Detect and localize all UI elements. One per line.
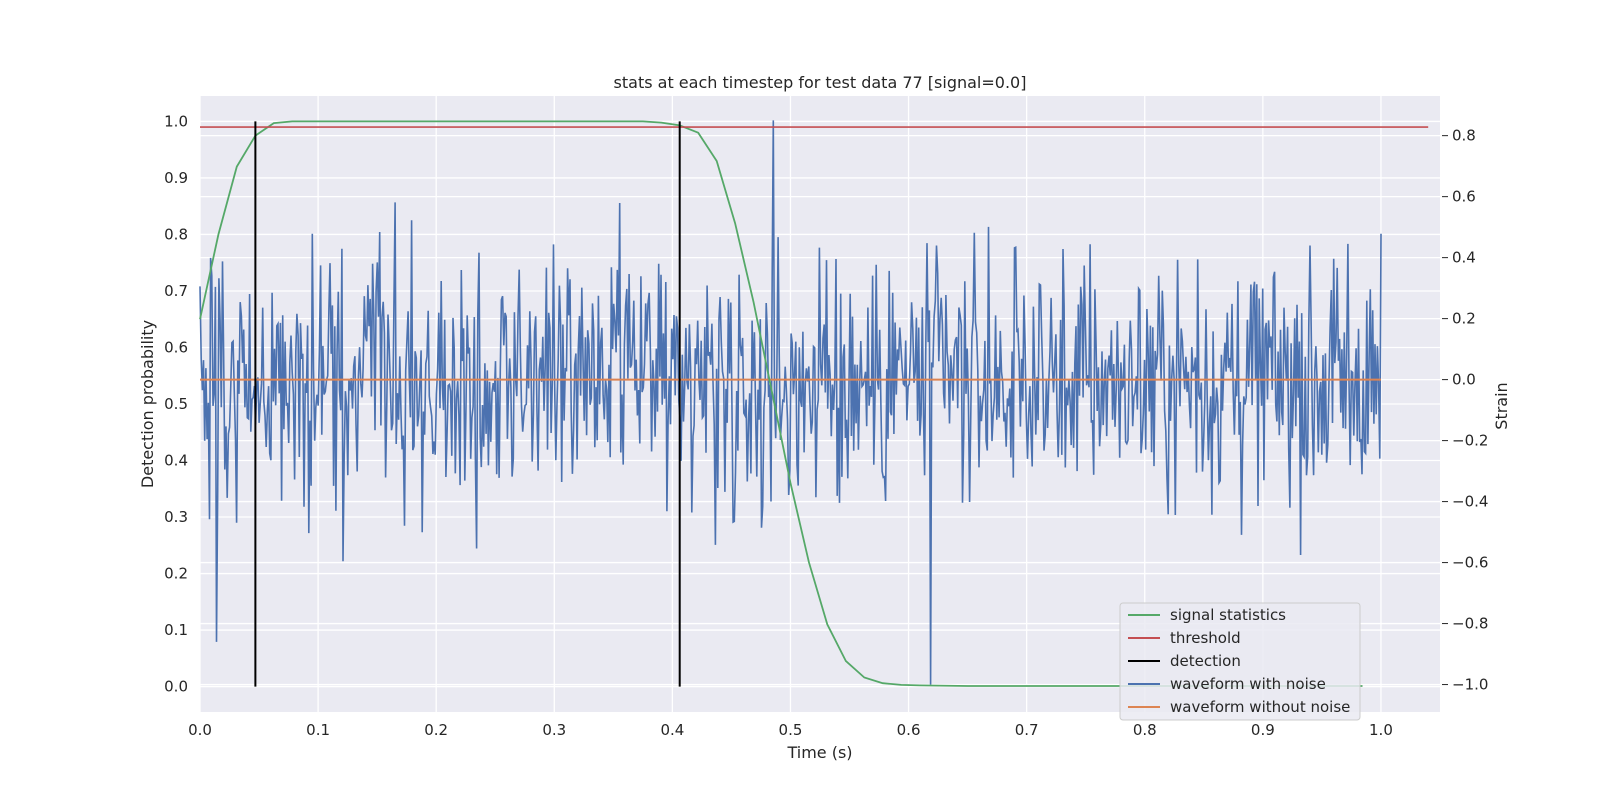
legend: signal statistics threshold detection wa… — [1119, 602, 1361, 721]
legend-label-signal-statistics: signal statistics — [1170, 606, 1286, 624]
y-left-tick-label: 0.7 — [164, 282, 188, 300]
y-left-tick-label: 0.3 — [164, 508, 188, 526]
y-right-tick-label: 0.0 — [1452, 371, 1476, 389]
y-left-tick-label: 0.4 — [164, 452, 188, 470]
x-axis-label: Time (s) — [786, 743, 852, 762]
x-tick-label: 0.6 — [897, 721, 921, 739]
y-left-tick-label: 0.5 — [164, 395, 188, 413]
x-tick-label: 0.5 — [779, 721, 803, 739]
y-axis-left-label: Detection probability — [138, 320, 157, 488]
y-right-tick-label: −0.2 — [1452, 432, 1488, 450]
x-tick-label: 0.4 — [660, 721, 684, 739]
chart-title: stats at each timestep for test data 77 … — [614, 73, 1027, 92]
x-tick-label: 0.3 — [542, 721, 566, 739]
legend-label-waveform-with-noise: waveform with noise — [1170, 675, 1326, 693]
tick-labels: 0.0 0.1 0.2 0.3 0.4 0.5 0.6 0.7 0.8 0.9 1.0 0.0 0.1 0… — [164, 112, 1488, 739]
y-left-tick-label: 0.8 — [164, 225, 188, 243]
y-right-tick-label: −0.6 — [1452, 554, 1488, 572]
legend-label-waveform-without-noise: waveform without noise — [1170, 698, 1350, 716]
chart-marks — [199, 120, 1429, 687]
y-right-tick-label: 0.4 — [1452, 249, 1476, 267]
y-left-tick-label: 1.0 — [164, 112, 188, 130]
y-right-tick-label: 0.8 — [1452, 127, 1476, 145]
y-right-tick-label: −1.0 — [1452, 676, 1488, 694]
signal-statistics-line — [199, 120, 1363, 687]
legend-box — [1119, 602, 1361, 721]
waveform-with-noise-line — [199, 120, 1382, 685]
x-tick-label: 0.7 — [1015, 721, 1039, 739]
x-tick-label: 0.1 — [306, 721, 330, 739]
y-left-tick-label: 0.9 — [164, 169, 188, 187]
x-tick-label: 0.0 — [188, 721, 212, 739]
y-right-tick-label: 0.2 — [1452, 310, 1476, 328]
y-right-tick-label: 0.6 — [1452, 188, 1476, 206]
y-left-tick-label: 0.1 — [164, 621, 188, 639]
x-tick-label: 0.8 — [1133, 721, 1157, 739]
x-tick-label: 0.2 — [424, 721, 448, 739]
x-tick-label: 0.9 — [1251, 721, 1275, 739]
legend-label-threshold: threshold — [1170, 629, 1241, 647]
y-left-tick-label: 0.0 — [164, 678, 188, 696]
y-left-tick-label: 0.6 — [164, 338, 188, 356]
y-right-tick-label: −0.8 — [1452, 615, 1488, 633]
y-right-tick-label: −0.4 — [1452, 493, 1488, 511]
x-tick-label: 1.0 — [1369, 721, 1393, 739]
y-axis-right-label: Strain — [1492, 382, 1511, 429]
legend-label-detection: detection — [1170, 652, 1241, 670]
y-left-tick-label: 0.2 — [164, 565, 188, 583]
